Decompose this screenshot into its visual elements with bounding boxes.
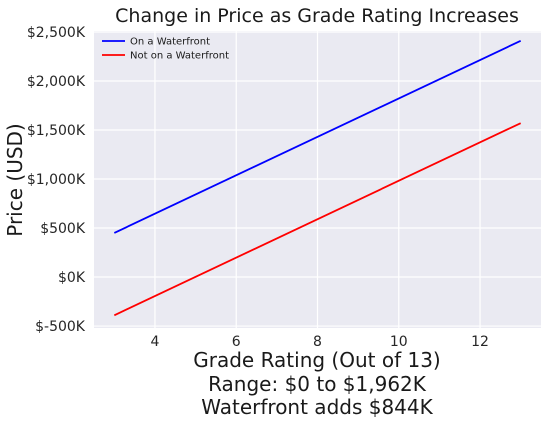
x-tick-label: 10 bbox=[390, 334, 408, 350]
y-tick-label: $2,500K bbox=[27, 25, 86, 41]
x-tick-label: 4 bbox=[150, 334, 159, 350]
x-tick-label: 12 bbox=[471, 334, 489, 350]
legend-label-not-on-waterfront: Not on a Waterfront bbox=[130, 51, 229, 62]
x-axis-label-line-1: Grade Rating (Out of 13) bbox=[193, 348, 440, 372]
y-tick-label: $2,000K bbox=[27, 74, 86, 90]
series-layer bbox=[113, 39, 522, 317]
y-tick-label: $1,500K bbox=[27, 123, 86, 139]
y-tick-label: $-500K bbox=[35, 319, 86, 335]
chart-title: Change in Price as Grade Rating Increase… bbox=[115, 5, 519, 27]
x-tick-label: 6 bbox=[232, 334, 241, 350]
x-axis-label-line-3: Waterfront adds $844K bbox=[201, 395, 433, 419]
x-tick-labels: 4 6 8 10 12 bbox=[150, 334, 488, 350]
x-tick-label: 8 bbox=[313, 334, 322, 350]
y-axis-label: Price (USD) bbox=[3, 123, 27, 237]
y-tick-labels: $-500K $0K $500K $1,000K $1,500K $2,000K $2,50… bbox=[27, 25, 86, 335]
legend: On a Waterfront Not on a Waterfront bbox=[102, 37, 229, 62]
y-tick-label: $0K bbox=[58, 270, 86, 286]
y-tick-label: $1,000K bbox=[27, 172, 86, 188]
grid bbox=[94, 31, 541, 328]
series-line-on-waterfront bbox=[113, 39, 522, 234]
legend-label-on-waterfront: On a Waterfront bbox=[130, 37, 210, 48]
series-line-not-on-waterfront bbox=[113, 122, 522, 317]
x-axis-label-line-2: Range: $0 to $1,962K bbox=[208, 372, 427, 396]
y-tick-label: $500K bbox=[40, 221, 86, 237]
